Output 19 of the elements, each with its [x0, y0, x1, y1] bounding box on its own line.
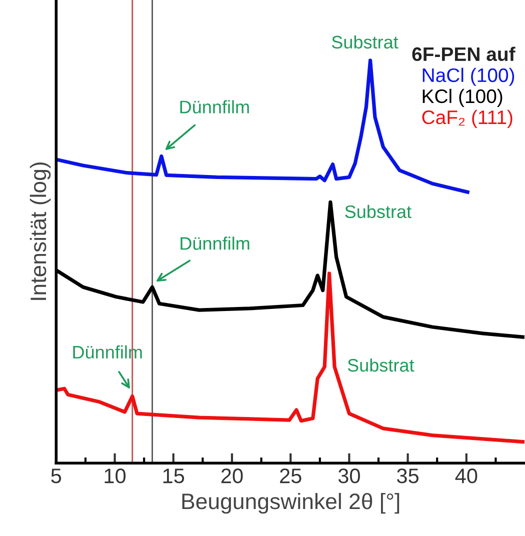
- annotation: Substrat: [332, 35, 398, 49]
- text: CaF₂ (111): [422, 110, 512, 128]
- annotation: Dünnfilm: [180, 236, 250, 250]
- x-tick-label: 5: [51, 468, 62, 484]
- x-axis-title: Beugungswinkel 2θ [°]: [182, 492, 400, 514]
- x-tick-label: 25: [280, 468, 302, 484]
- y-axis-title: Intensität (log): [30, 162, 51, 300]
- text: KCl (100): [422, 88, 502, 107]
- x-tick-label: 15: [163, 468, 184, 484]
- annotation: Substrat: [348, 358, 414, 372]
- x-tick-label: 35: [397, 468, 419, 484]
- x-tick-label: 10: [104, 468, 126, 484]
- annotation: Dünnfilm: [180, 100, 249, 114]
- text: NaCl (100): [422, 68, 514, 86]
- x-tick-label: 20: [221, 468, 243, 484]
- legend-title: 6F-PEN auf: [412, 46, 516, 62]
- annotation: Substrat: [345, 204, 412, 218]
- x-tick-label: 30: [338, 468, 360, 484]
- x-tick-label: 40: [455, 468, 478, 484]
